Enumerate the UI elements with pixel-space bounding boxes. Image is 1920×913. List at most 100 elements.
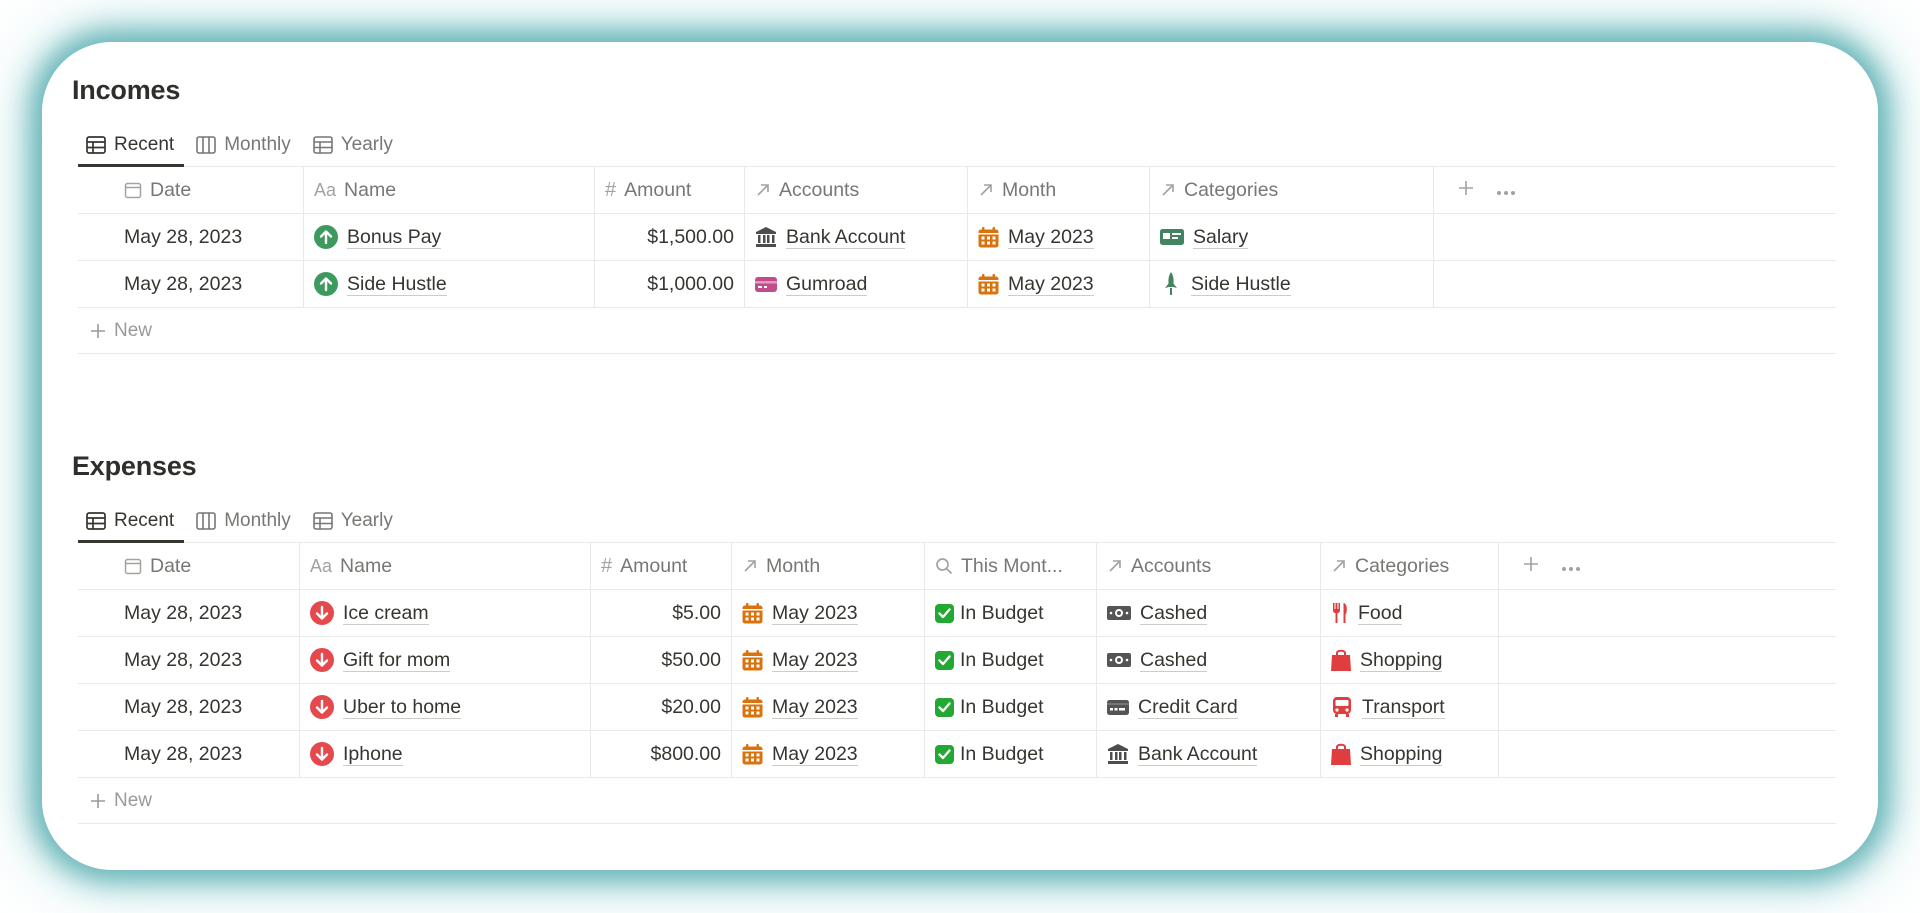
category-label[interactable]: Side Hustle <box>1191 272 1291 296</box>
month-cell[interactable]: May 2023 <box>732 590 925 636</box>
new-row-button[interactable]: New <box>78 308 1836 354</box>
table-row[interactable]: May 28, 2023 Side Hustle $1,000.00 Gumro… <box>78 261 1836 308</box>
this-month-cell[interactable]: In Budget <box>925 637 1097 683</box>
month-label[interactable]: May 2023 <box>772 695 858 719</box>
tab-expenses-monthly[interactable]: Monthly <box>188 499 301 542</box>
name-label[interactable]: Bonus Pay <box>347 225 442 249</box>
amount-cell[interactable]: $5.00 <box>591 590 732 636</box>
date-cell[interactable]: May 28, 2023 <box>78 731 300 777</box>
table-row[interactable]: May 28, 2023 Bonus Pay $1,500.00 Bank Ac… <box>78 214 1836 261</box>
add-property-icon[interactable] <box>1523 555 1539 578</box>
column-label: Amount <box>624 178 692 201</box>
tab-incomes-recent[interactable]: Recent <box>78 123 185 167</box>
account-label[interactable]: Cashed <box>1140 601 1208 625</box>
name-cell[interactable]: Iphone <box>300 731 591 777</box>
categories-cell[interactable]: Shopping <box>1321 637 1499 683</box>
column-label: Accounts <box>1131 554 1212 577</box>
date-cell[interactable]: May 28, 2023 <box>78 684 300 730</box>
amount-cell[interactable]: $1,500.00 <box>595 214 745 260</box>
account-label[interactable]: Credit Card <box>1138 695 1238 719</box>
date-cell[interactable]: May 28, 2023 <box>78 261 304 307</box>
name-cell[interactable]: Gift for mom <box>300 637 591 683</box>
name-cell[interactable]: Bonus Pay <box>304 214 595 260</box>
amount-cell[interactable]: $1,000.00 <box>595 261 745 307</box>
table-row[interactable]: May 28, 2023 Uber to home $20.00 May 202… <box>78 684 1836 731</box>
name-label[interactable]: Gift for mom <box>343 648 451 672</box>
tab-expenses-recent[interactable]: Recent <box>78 499 185 543</box>
account-label[interactable]: Bank Account <box>786 225 906 249</box>
accounts-cell[interactable]: Cashed <box>1097 590 1321 636</box>
month-cell[interactable]: May 2023 <box>968 261 1150 307</box>
name-cell[interactable]: Uber to home <box>300 684 591 730</box>
more-options-icon[interactable] <box>1561 555 1581 578</box>
name-cell[interactable]: Ice cream <box>300 590 591 636</box>
table-row[interactable]: May 28, 2023 Iphone $800.00 May 2023 In … <box>78 731 1836 778</box>
month-cell[interactable]: May 2023 <box>732 637 925 683</box>
table-row[interactable]: May 28, 2023 Gift for mom $50.00 May 202… <box>78 637 1836 684</box>
category-label[interactable]: Shopping <box>1360 742 1443 766</box>
new-row-button[interactable]: New <box>78 778 1836 824</box>
name-label[interactable]: Uber to home <box>343 695 462 719</box>
category-label[interactable]: Shopping <box>1360 648 1443 672</box>
date-cell[interactable]: May 28, 2023 <box>78 214 304 260</box>
column-header-amount[interactable]: # Amount <box>591 543 732 589</box>
category-label[interactable]: Transport <box>1362 695 1445 719</box>
accounts-cell[interactable]: Bank Account <box>745 214 968 260</box>
month-label[interactable]: May 2023 <box>772 742 858 766</box>
month-cell[interactable]: May 2023 <box>732 684 925 730</box>
account-label[interactable]: Cashed <box>1140 648 1208 672</box>
name-cell[interactable]: Side Hustle <box>304 261 595 307</box>
amount-cell[interactable]: $50.00 <box>591 637 732 683</box>
date-cell[interactable]: May 28, 2023 <box>78 637 300 683</box>
category-label[interactable]: Salary <box>1193 225 1249 249</box>
accounts-cell[interactable]: Bank Account <box>1097 731 1321 777</box>
column-header-date[interactable]: Date <box>78 167 304 213</box>
column-header-accounts[interactable]: Accounts <box>1097 543 1321 589</box>
date-cell[interactable]: May 28, 2023 <box>78 590 300 636</box>
month-label[interactable]: May 2023 <box>1008 272 1094 296</box>
expenses-view-tabs: Recent Monthly Yearly <box>78 500 1836 543</box>
column-header-month[interactable]: Month <box>732 543 925 589</box>
table-row[interactable]: May 28, 2023 Ice cream $5.00 May 2023 In… <box>78 590 1836 637</box>
amount-cell[interactable]: $800.00 <box>591 731 732 777</box>
column-header-name[interactable]: Aa Name <box>300 543 591 589</box>
this-month-cell[interactable]: In Budget <box>925 731 1097 777</box>
add-property-icon[interactable] <box>1458 179 1474 202</box>
column-header-accounts[interactable]: Accounts <box>745 167 968 213</box>
column-header-name[interactable]: Aa Name <box>304 167 595 213</box>
month-cell[interactable]: May 2023 <box>732 731 925 777</box>
month-label[interactable]: May 2023 <box>772 601 858 625</box>
name-label[interactable]: Iphone <box>343 742 403 766</box>
month-label[interactable]: May 2023 <box>772 648 858 672</box>
categories-cell[interactable]: Salary <box>1150 214 1434 260</box>
amount-cell[interactable]: $20.00 <box>591 684 732 730</box>
accounts-cell[interactable]: Credit Card <box>1097 684 1321 730</box>
categories-cell[interactable]: Side Hustle <box>1150 261 1434 307</box>
column-header-month[interactable]: Month <box>968 167 1150 213</box>
month-label[interactable]: May 2023 <box>1008 225 1094 249</box>
name-label[interactable]: Side Hustle <box>347 272 447 296</box>
column-header-categories[interactable]: Categories <box>1150 167 1434 213</box>
accounts-cell[interactable]: Gumroad <box>745 261 968 307</box>
name-label[interactable]: Ice cream <box>343 601 429 625</box>
this-month-cell[interactable]: In Budget <box>925 684 1097 730</box>
tab-incomes-monthly[interactable]: Monthly <box>188 123 301 166</box>
accounts-cell[interactable]: Cashed <box>1097 637 1321 683</box>
cash-icon <box>1107 652 1131 668</box>
tab-incomes-yearly[interactable]: Yearly <box>305 123 403 166</box>
column-header-this-month[interactable]: This Mont... <box>925 543 1097 589</box>
categories-cell[interactable]: Shopping <box>1321 731 1499 777</box>
arrow-down-circle-icon <box>310 601 334 625</box>
column-header-amount[interactable]: # Amount <box>595 167 745 213</box>
tab-expenses-yearly[interactable]: Yearly <box>305 499 403 542</box>
this-month-cell[interactable]: In Budget <box>925 590 1097 636</box>
column-header-date[interactable]: Date <box>78 543 300 589</box>
categories-cell[interactable]: Food <box>1321 590 1499 636</box>
more-options-icon[interactable] <box>1496 179 1516 202</box>
month-cell[interactable]: May 2023 <box>968 214 1150 260</box>
account-label[interactable]: Bank Account <box>1138 742 1258 766</box>
category-label[interactable]: Food <box>1358 601 1403 625</box>
categories-cell[interactable]: Transport <box>1321 684 1499 730</box>
account-label[interactable]: Gumroad <box>786 272 868 296</box>
column-header-categories[interactable]: Categories <box>1321 543 1499 589</box>
